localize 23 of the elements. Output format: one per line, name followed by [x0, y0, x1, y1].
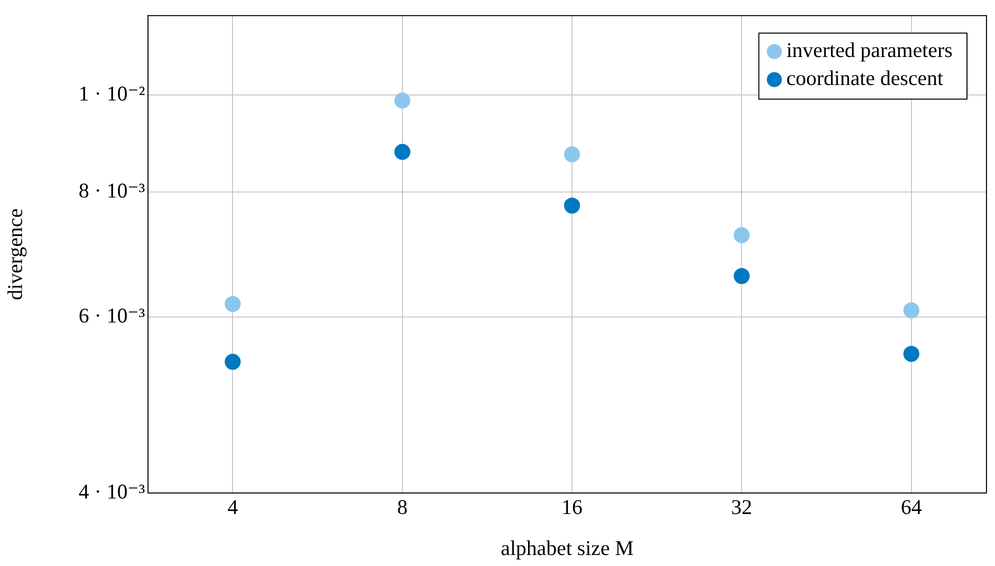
point: [903, 302, 920, 318]
x-tick-label: 4: [227, 495, 238, 520]
y-tick-label: 6 · 10⁻³: [78, 303, 145, 328]
point: [564, 146, 580, 162]
x-tick-label: 64: [900, 495, 922, 520]
y-tick-label: 4 · 10⁻³: [78, 480, 145, 504]
x-tick-label: 32: [731, 495, 752, 520]
x-axis-title: alphabet size M: [500, 536, 634, 560]
point: [224, 296, 241, 312]
legend-label: coordinate descent: [786, 66, 944, 90]
x-tick-label: 8: [397, 495, 408, 520]
y-tick-label: 1 · 10⁻²: [78, 81, 145, 106]
x-tick-label: 16: [562, 495, 583, 520]
point: [394, 144, 410, 160]
y-axis-title: divergence: [3, 208, 28, 300]
point: [903, 346, 920, 362]
point: [224, 354, 241, 370]
point: [734, 268, 750, 284]
point: [394, 92, 410, 109]
y-tick-label: 8 · 10⁻³: [78, 178, 145, 202]
legend-label: inverted parameters: [786, 38, 953, 62]
point: [734, 227, 750, 244]
point: [564, 198, 580, 214]
